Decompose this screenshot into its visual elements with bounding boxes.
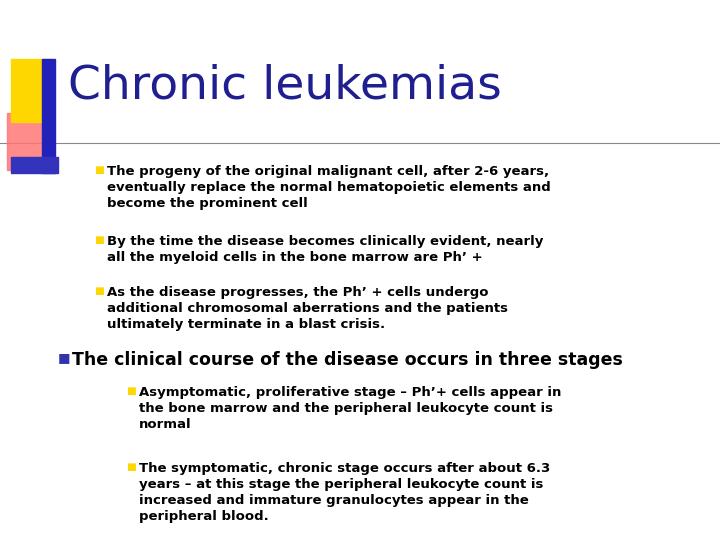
Text: As the disease progresses, the Ph’ + cells undergo
additional chromosomal aberra: As the disease progresses, the Ph’ + cel…	[107, 286, 508, 331]
Text: The clinical course of the disease occurs in three stages: The clinical course of the disease occur…	[72, 351, 623, 369]
Text: By the time the disease becomes clinically evident, nearly
all the myeloid cells: By the time the disease becomes clinical…	[107, 235, 543, 264]
Bar	[11, 59, 50, 122]
Bar	[42, 59, 55, 173]
Text: ■: ■	[58, 351, 70, 364]
Text: Asymptomatic, proliferative stage – Ph’+ cells appear in
the bone marrow and the: Asymptomatic, proliferative stage – Ph’+…	[139, 386, 562, 431]
Text: ■: ■	[126, 462, 136, 472]
Bar	[11, 157, 58, 173]
Bar	[7, 113, 43, 170]
Text: The symptomatic, chronic stage occurs after about 6.3
years – at this stage the : The symptomatic, chronic stage occurs af…	[139, 462, 550, 523]
Text: ■: ■	[94, 286, 104, 296]
Text: ■: ■	[94, 165, 104, 175]
Text: Chronic leukemias: Chronic leukemias	[68, 64, 502, 109]
Text: ■: ■	[94, 235, 104, 245]
Text: The progeny of the original malignant cell, after 2-6 years,
eventually replace : The progeny of the original malignant ce…	[107, 165, 550, 210]
Text: ■: ■	[126, 386, 136, 396]
